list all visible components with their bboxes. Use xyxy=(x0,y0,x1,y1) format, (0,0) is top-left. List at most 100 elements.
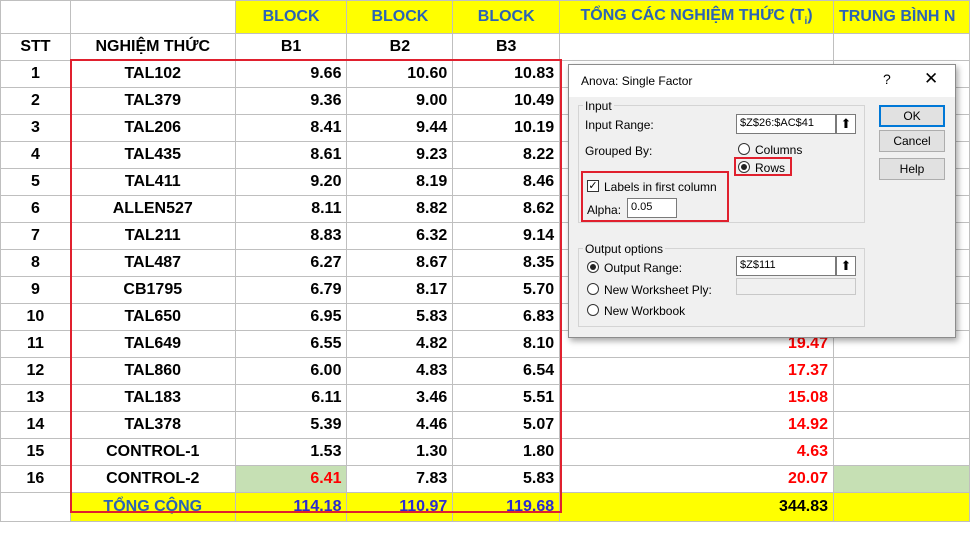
output-range-collapse-icon[interactable]: ⬆ xyxy=(836,256,856,276)
row-treatment[interactable]: TAL378 xyxy=(69,411,236,439)
row-b1[interactable]: 6.41 xyxy=(234,465,348,493)
row-treatment[interactable]: TAL183 xyxy=(69,384,236,412)
row-b3[interactable]: 8.62 xyxy=(452,195,561,223)
header-stt[interactable]: STT xyxy=(0,33,71,61)
row-b1[interactable]: 6.55 xyxy=(234,330,348,358)
new-worksheet-radio[interactable] xyxy=(587,283,599,295)
row-b3[interactable]: 8.22 xyxy=(452,141,561,169)
cell-blank[interactable] xyxy=(69,0,236,34)
row-stt[interactable]: 7 xyxy=(0,222,71,250)
row-stt[interactable]: 12 xyxy=(0,357,71,385)
labels-checkbox[interactable]: ✓ xyxy=(587,180,599,192)
row-sum[interactable]: 17.37 xyxy=(559,357,834,385)
row-b3[interactable]: 10.83 xyxy=(452,60,561,88)
row-b3[interactable]: 9.14 xyxy=(452,222,561,250)
row-b3[interactable]: 5.07 xyxy=(452,411,561,439)
header-treatment[interactable]: NGHIỆM THỨC xyxy=(69,33,236,61)
row-treatment[interactable]: ALLEN527 xyxy=(69,195,236,223)
row-stt[interactable]: 2 xyxy=(0,87,71,115)
row-stt[interactable]: 5 xyxy=(0,168,71,196)
new-worksheet-label[interactable]: New Worksheet Ply: xyxy=(604,283,712,297)
cell-blank[interactable] xyxy=(832,33,970,61)
rows-radio[interactable] xyxy=(738,161,750,173)
input-range-collapse-icon[interactable]: ⬆ xyxy=(836,114,856,134)
row-b3[interactable]: 6.54 xyxy=(452,357,561,385)
row-b3[interactable]: 8.10 xyxy=(452,330,561,358)
row-b1[interactable]: 9.66 xyxy=(234,60,348,88)
total-b3[interactable]: 119.68 xyxy=(452,492,561,522)
row-b2[interactable]: 8.67 xyxy=(346,249,454,277)
cell-blank[interactable] xyxy=(832,438,970,466)
row-sum[interactable]: 20.07 xyxy=(559,465,834,493)
total-label[interactable]: TỔNG CỘNG xyxy=(69,492,236,522)
row-b2[interactable]: 6.32 xyxy=(346,222,454,250)
row-b2[interactable]: 4.83 xyxy=(346,357,454,385)
row-b1[interactable]: 9.36 xyxy=(234,87,348,115)
cell-blank[interactable] xyxy=(832,411,970,439)
rows-label[interactable]: Rows xyxy=(755,161,786,175)
row-stt[interactable]: 1 xyxy=(0,60,71,88)
row-b3[interactable]: 8.35 xyxy=(452,249,561,277)
row-stt[interactable]: 16 xyxy=(0,465,71,493)
header-treatment-sum[interactable]: TỔNG CÁC NGHIỆM THỨC (Ti) xyxy=(559,0,834,34)
header-b3[interactable]: B3 xyxy=(452,33,561,61)
row-stt[interactable]: 3 xyxy=(0,114,71,142)
labels-checkbox-label[interactable]: Labels in first column xyxy=(604,180,717,194)
input-range-field[interactable]: $Z$26:$AC$41 xyxy=(736,114,836,134)
alpha-field[interactable]: 0.05 xyxy=(627,198,677,218)
output-range-radio[interactable] xyxy=(587,261,599,273)
cell-blank[interactable] xyxy=(0,0,71,34)
row-treatment[interactable]: TAL379 xyxy=(69,87,236,115)
row-b2[interactable]: 1.30 xyxy=(346,438,454,466)
row-treatment[interactable]: TAL206 xyxy=(69,114,236,142)
cancel-button[interactable]: Cancel xyxy=(879,130,945,152)
row-b2[interactable]: 3.46 xyxy=(346,384,454,412)
row-b2[interactable]: 4.46 xyxy=(346,411,454,439)
row-b1[interactable]: 8.61 xyxy=(234,141,348,169)
row-stt[interactable]: 6 xyxy=(0,195,71,223)
row-b3[interactable]: 5.70 xyxy=(452,276,561,304)
row-b2[interactable]: 8.82 xyxy=(346,195,454,223)
row-stt[interactable]: 10 xyxy=(0,303,71,331)
columns-radio[interactable] xyxy=(738,143,750,155)
row-stt[interactable]: 4 xyxy=(0,141,71,169)
row-b2[interactable]: 8.19 xyxy=(346,168,454,196)
total-b1[interactable]: 114.18 xyxy=(234,492,348,522)
row-b1[interactable]: 6.95 xyxy=(234,303,348,331)
row-treatment[interactable]: TAL649 xyxy=(69,330,236,358)
header-block-b2[interactable]: BLOCK xyxy=(346,0,454,34)
row-b2[interactable]: 7.83 xyxy=(346,465,454,493)
row-stt[interactable]: 9 xyxy=(0,276,71,304)
row-treatment[interactable]: TAL435 xyxy=(69,141,236,169)
row-treatment[interactable]: TAL650 xyxy=(69,303,236,331)
row-b1[interactable]: 8.11 xyxy=(234,195,348,223)
row-b3[interactable]: 1.80 xyxy=(452,438,561,466)
row-b1[interactable]: 6.00 xyxy=(234,357,348,385)
row-b2[interactable]: 10.60 xyxy=(346,60,454,88)
row-b3[interactable]: 8.46 xyxy=(452,168,561,196)
row-stt[interactable]: 13 xyxy=(0,384,71,412)
cell-blank[interactable] xyxy=(832,384,970,412)
header-average[interactable]: TRUNG BÌNH N xyxy=(832,0,970,34)
row-stt[interactable]: 14 xyxy=(0,411,71,439)
help-icon[interactable]: ? xyxy=(883,71,891,87)
header-b1[interactable]: B1 xyxy=(234,33,348,61)
row-treatment[interactable]: TAL211 xyxy=(69,222,236,250)
header-block-b3[interactable]: BLOCK xyxy=(452,0,561,34)
row-b2[interactable]: 8.17 xyxy=(346,276,454,304)
output-range-field[interactable]: $Z$111 xyxy=(736,256,836,276)
row-stt[interactable]: 11 xyxy=(0,330,71,358)
row-b3[interactable]: 5.83 xyxy=(452,465,561,493)
new-worksheet-field[interactable] xyxy=(736,278,856,295)
row-b2[interactable]: 4.82 xyxy=(346,330,454,358)
row-b3[interactable]: 5.51 xyxy=(452,384,561,412)
row-b2[interactable]: 5.83 xyxy=(346,303,454,331)
row-treatment[interactable]: TAL487 xyxy=(69,249,236,277)
row-treatment[interactable]: CB1795 xyxy=(69,276,236,304)
row-treatment[interactable]: TAL860 xyxy=(69,357,236,385)
row-b3[interactable]: 10.49 xyxy=(452,87,561,115)
row-b1[interactable]: 8.83 xyxy=(234,222,348,250)
row-stt[interactable]: 8 xyxy=(0,249,71,277)
row-b1[interactable]: 5.39 xyxy=(234,411,348,439)
row-treatment[interactable]: TAL411 xyxy=(69,168,236,196)
